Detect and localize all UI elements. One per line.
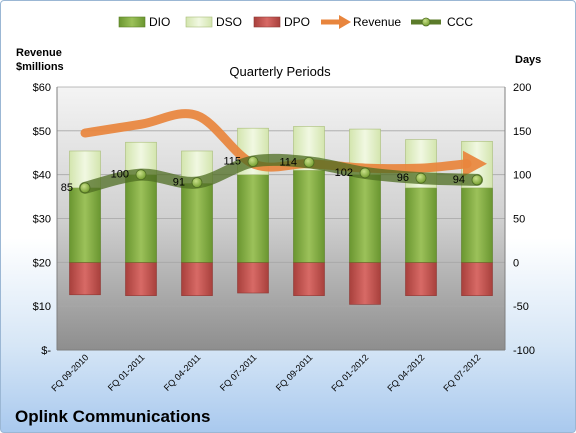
right-tick-label: 200 <box>513 82 531 94</box>
right-tick-label: 50 <box>513 214 525 226</box>
dpo-bar <box>349 262 381 305</box>
legend-ccc-label: CCC <box>447 15 473 29</box>
ccc-point <box>359 167 371 179</box>
left-axis-label-line1: Revenue <box>16 47 62 59</box>
dpo-bar <box>69 262 101 296</box>
x-tick-label: FQ 07-2012 <box>441 352 482 393</box>
x-axis-labels: FQ 09-2010 FQ 01-2011 FQ 04-2011 FQ 07-2011… <box>49 352 482 393</box>
ccc-point <box>303 156 315 168</box>
ccc-point <box>247 156 259 167</box>
legend-dio-label: DIO <box>149 15 170 29</box>
x-tick-label: FQ 04-2011 <box>162 352 203 393</box>
ccc-point <box>79 182 91 194</box>
legend-dso-swatch <box>185 16 213 28</box>
right-axis-label: Days <box>515 54 541 66</box>
dpo-bar <box>461 262 493 296</box>
legend-dpo-label: DPO <box>284 15 310 29</box>
ccc-data-label: 94 <box>453 174 465 186</box>
left-axis-label-line2: $millions <box>16 61 64 73</box>
revenue-arrowhead <box>463 150 487 177</box>
x-tick-label: FQ 01-2012 <box>329 352 370 393</box>
left-tick-label: $30 <box>33 214 51 226</box>
right-tick-label: -50 <box>513 301 529 313</box>
ccc-data-label: 115 <box>223 156 241 168</box>
legend-dio-swatch <box>118 16 146 28</box>
left-tick-label: $- <box>41 345 51 357</box>
ccc-data-label: 85 <box>61 182 73 194</box>
dio-bar <box>405 187 437 263</box>
x-tick-label: FQ 07-2011 <box>218 352 259 393</box>
dio-bar <box>237 174 269 263</box>
dpo-bar <box>405 262 437 296</box>
ccc-data-label: 114 <box>279 156 297 168</box>
ccc-data-label: 96 <box>397 172 409 184</box>
left-tick-label: $50 <box>33 126 51 138</box>
right-tick-label: 150 <box>513 126 531 138</box>
left-tick-label: $60 <box>33 82 51 94</box>
x-tick-label: FQ 09-2011 <box>274 352 315 393</box>
revenue-series <box>80 109 487 177</box>
dio-bar <box>293 169 325 263</box>
dpo-bar <box>181 262 213 296</box>
ccc-point <box>415 172 427 184</box>
chart-title: Quarterly Periods <box>229 64 331 79</box>
right-axis-ticks: -100 -50 0 50 100 150 200 <box>513 82 535 357</box>
dio-bar <box>181 183 213 263</box>
dio-bar <box>69 187 101 263</box>
left-tick-label: $40 <box>33 170 51 182</box>
left-axis-ticks: $- $10 $20 $30 $40 $50 $60 <box>33 82 52 357</box>
right-tick-label: 0 <box>513 257 519 269</box>
x-tick-label: FQ 09-2010 <box>49 352 90 393</box>
company-name: Oplink Communications <box>15 407 211 426</box>
dio-bar <box>125 174 157 263</box>
dpo-bar <box>237 262 269 294</box>
dpo-bar <box>125 262 157 296</box>
ccc-point <box>471 174 483 186</box>
ccc-point <box>135 169 147 181</box>
x-tick-label: FQ 04-2012 <box>385 352 426 393</box>
revenue-line <box>80 109 472 174</box>
ccc-data-label: 102 <box>335 167 353 179</box>
ccc-data-label: 100 <box>111 169 129 181</box>
ccc-series: 85 100 91 115 114 102 96 94 <box>61 153 483 194</box>
legend-dpo-swatch <box>253 16 281 28</box>
dio-bar <box>461 187 493 263</box>
legend-ccc-line-icon <box>411 17 441 27</box>
left-tick-label: $10 <box>33 301 51 313</box>
legend-dso-label: DSO <box>216 15 242 29</box>
x-tick-label: FQ 01-2011 <box>106 352 147 393</box>
dio-bar <box>349 174 381 263</box>
right-tick-label: 100 <box>513 170 531 182</box>
ccc-point <box>191 177 203 188</box>
legend: DIO DSO DPO Revenue CCC <box>118 15 473 29</box>
dpo-bar <box>293 262 325 296</box>
left-tick-label: $20 <box>33 257 51 269</box>
legend-revenue-label: Revenue <box>353 15 401 29</box>
legend-revenue-arrow-icon <box>321 15 351 29</box>
right-tick-label: -100 <box>513 345 535 357</box>
ccc-data-label: 91 <box>173 177 185 189</box>
